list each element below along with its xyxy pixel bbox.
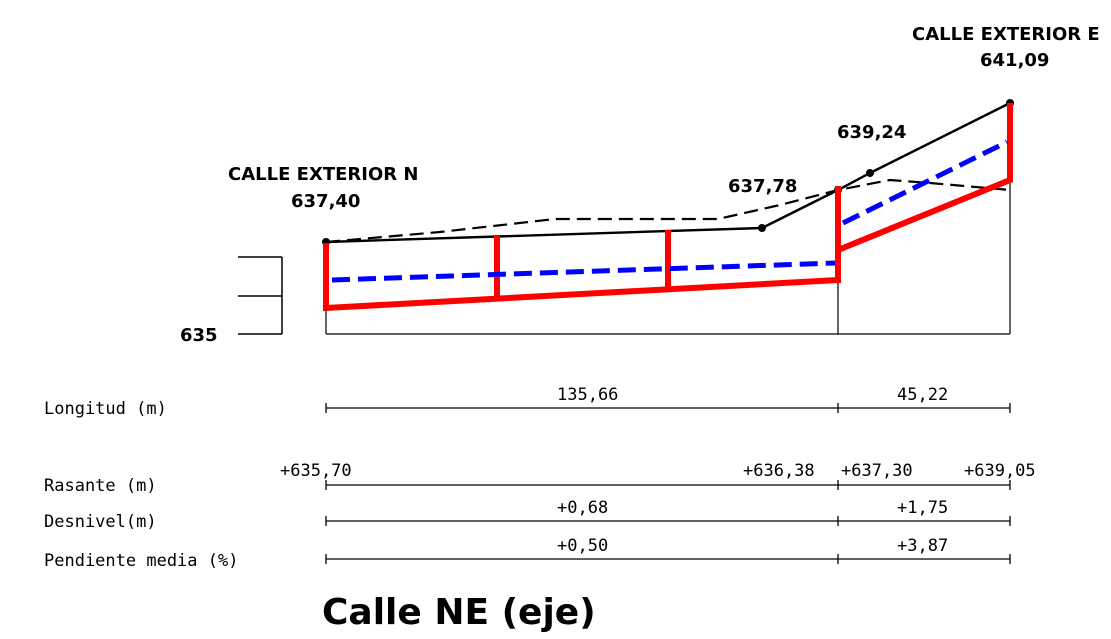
- row-label-desnivel: Desnivel(m): [44, 512, 157, 532]
- left-street-elevation: 637,40: [291, 191, 360, 212]
- rasante-value: +636,38: [743, 461, 815, 481]
- elevation-scale: [238, 256, 283, 335]
- structure-outline: [323, 103, 1013, 312]
- datum-label: 635: [180, 325, 218, 346]
- desnivel-value: +0,68: [557, 498, 608, 518]
- row-label-pendiente: Pendiente media (%): [44, 551, 238, 571]
- drawing-title: Calle NE (eje): [322, 592, 596, 633]
- longitud-value: 135,66: [557, 385, 618, 405]
- pendiente-value: +0,50: [557, 536, 608, 556]
- left-street-name: CALLE EXTERIOR N: [228, 164, 418, 185]
- row-label-rasante: Rasante (m): [44, 476, 157, 496]
- mid-right-elevation: 639,24: [837, 122, 906, 143]
- right-street-elevation: 641,09: [980, 50, 1049, 71]
- rasante-value: +639,05: [964, 461, 1036, 481]
- pendiente-value: +3,87: [897, 536, 948, 556]
- table-lines: [325, 403, 1011, 564]
- rasante-value: +637,30: [841, 461, 913, 481]
- desnivel-value: +1,75: [897, 498, 948, 518]
- row-label-longitud: Longitud (m): [44, 399, 167, 419]
- axis-line: [331, 139, 1009, 283]
- right-street-name: CALLE EXTERIOR E: [912, 24, 1100, 45]
- longitud-value: 45,22: [897, 385, 948, 405]
- rasante-point: [758, 224, 766, 232]
- existing-terrain-line: [325, 178, 1011, 244]
- mid-left-elevation: 637,78: [728, 176, 797, 197]
- rasante-value: +635,70: [280, 461, 352, 481]
- rasante-point: [866, 169, 874, 177]
